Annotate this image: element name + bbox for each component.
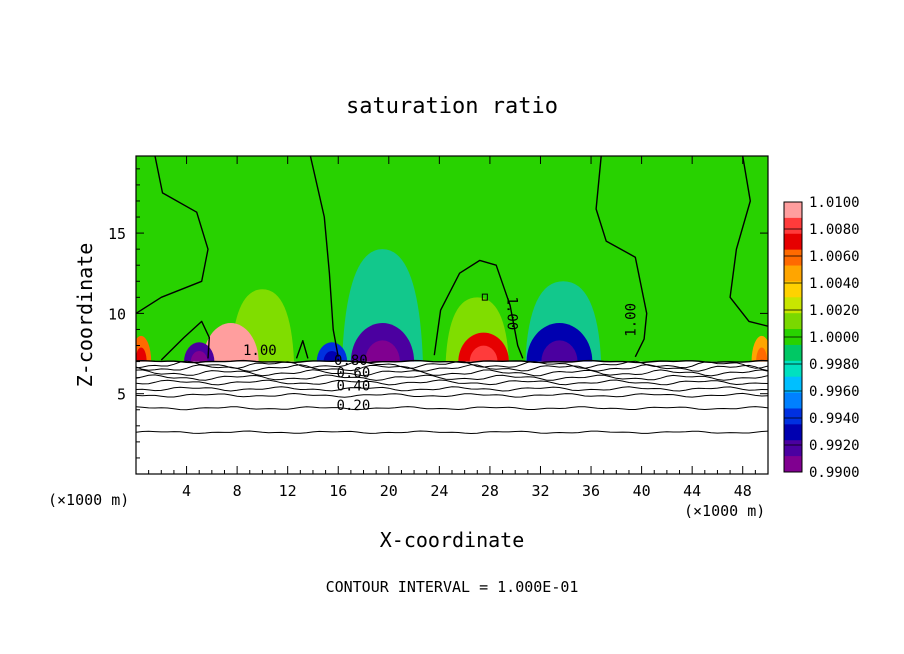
- saturation-field: [136, 156, 768, 474]
- colorbar-segment: [784, 360, 802, 378]
- contour-label: 1.00: [623, 303, 639, 337]
- contour-line-1-00: [729, 156, 768, 327]
- x-unit-right: (×1000 m): [684, 502, 765, 520]
- contour-line-layer: [136, 374, 768, 381]
- colorbar-segment: [784, 408, 802, 425]
- colorbar-label: 0.9980: [809, 357, 860, 373]
- x-tick-label: 24: [430, 482, 448, 500]
- colorbar-segment: [784, 217, 802, 235]
- x-axis-ticks: 4 8 12 16 20 24 28 32 36 40 44 48: [148, 156, 756, 500]
- contour-label: 0.20: [337, 398, 371, 414]
- colorbar-segment: [784, 376, 802, 394]
- contour-line-layer: [136, 360, 768, 369]
- colorbar-label: 0.9940: [809, 411, 860, 427]
- chart-title: saturation ratio: [346, 94, 558, 119]
- contour-line-layer: [136, 406, 768, 411]
- contour-label: 0.40: [337, 378, 371, 394]
- colorbar: 1.0100 1.0080 1.0060 1.0040 1.0020 1.0000 0.99…: [783, 195, 860, 481]
- colorbar-segment: [784, 233, 802, 251]
- contour-line-layer: [136, 379, 768, 386]
- x-unit-left: (×1000 m): [48, 491, 129, 509]
- contour-line-layer: [136, 430, 768, 435]
- contour-line-surface: [136, 359, 768, 364]
- colorbar-segment: [784, 313, 802, 330]
- contour-interval-note: CONTOUR INTERVAL = 1.000E-01: [326, 578, 579, 596]
- x-tick-label: 28: [481, 482, 499, 500]
- y-axis-label: Z-coordinate: [73, 243, 97, 388]
- x-tick-label: 16: [329, 482, 347, 500]
- contour-line-layer: [136, 386, 768, 392]
- x-axis-label: X-coordinate: [380, 528, 525, 552]
- colorbar-segment: [784, 424, 802, 441]
- colorbar-segment: [784, 265, 802, 282]
- contour-line-layer: [136, 369, 768, 377]
- colorbar-label: 0.9960: [809, 384, 860, 400]
- colorbar-segment: [784, 249, 802, 267]
- x-tick-label: 48: [734, 482, 752, 500]
- contour-line-1-00: [295, 340, 309, 359]
- colorbar-segment: [784, 281, 802, 298]
- y-axis-ticks: 5 10 15: [108, 168, 768, 459]
- contour-line-1-00: [595, 156, 648, 358]
- x-tick-label: 4: [182, 482, 191, 500]
- contour-line-1-00: [309, 156, 339, 357]
- colorbar-segment: [784, 456, 802, 473]
- contour-line-1-00: [433, 259, 524, 359]
- x-tick-label: 12: [279, 482, 297, 500]
- x-tick-label: 44: [683, 482, 701, 500]
- x-tick-label: 40: [633, 482, 651, 500]
- colorbar-label: 1.0080: [809, 222, 860, 238]
- colorbar-label: 0.9900: [809, 465, 860, 481]
- colorbar-label: 1.0060: [809, 249, 860, 265]
- contour-line-1-00: [136, 156, 209, 314]
- y-tick-label: 15: [108, 225, 126, 243]
- x-tick-label: 8: [233, 482, 242, 500]
- colorbar-label: 1.0100: [809, 195, 860, 211]
- contour-label: 1.00: [504, 297, 520, 331]
- y-tick-label: 10: [108, 305, 126, 323]
- contour-line-1-00: [160, 320, 210, 361]
- colorbar-label: 1.0000: [809, 330, 860, 346]
- colorbar-label: 1.0020: [809, 303, 860, 319]
- contour-label: 1.00: [243, 343, 277, 359]
- contour-labels: 1.00 1.00 1.00 0.800.600.40 0.20: [243, 297, 639, 414]
- colorbar-segment: [784, 392, 802, 409]
- colorbar-segment: [784, 344, 802, 362]
- x-tick-label: 32: [531, 482, 549, 500]
- contour-label: 0.80: [334, 353, 368, 369]
- contour-line-layer: [136, 392, 768, 398]
- colorbar-segment: [784, 440, 802, 457]
- contour-line-layer: [136, 364, 768, 372]
- colorbar-label: 1.0040: [809, 276, 860, 292]
- x-tick-label: 36: [582, 482, 600, 500]
- y-tick-label: 5: [117, 386, 126, 404]
- colorbar-label: 0.9920: [809, 438, 860, 454]
- x-tick-label: 20: [380, 482, 398, 500]
- contour-label: 0.60: [337, 366, 371, 382]
- colorbar-segment: [784, 202, 802, 219]
- colorbar-segment: [784, 297, 802, 314]
- field-subsurface: [136, 361, 768, 474]
- contour-line-closed: [481, 293, 488, 301]
- contour-lines: [136, 156, 768, 435]
